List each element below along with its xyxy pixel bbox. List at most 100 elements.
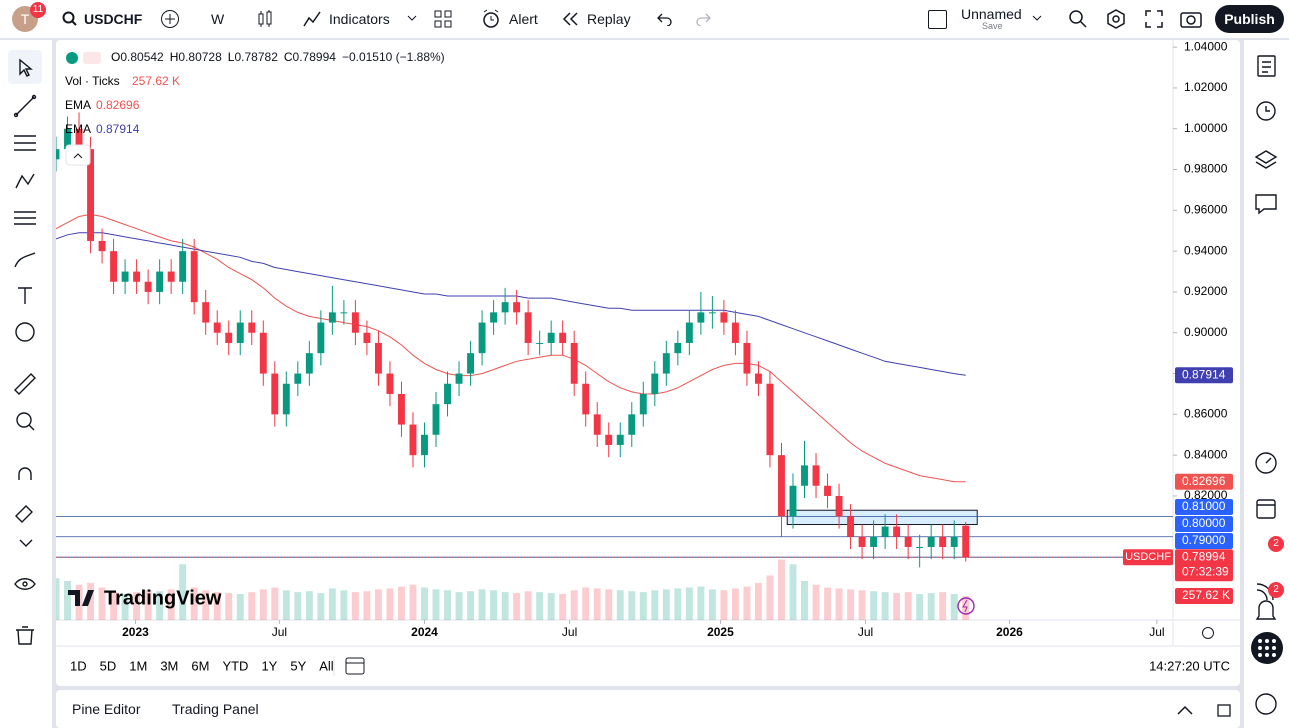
volume-bar — [271, 587, 279, 620]
pine-editor-tab[interactable]: Pine Editor — [72, 701, 141, 717]
candle-body — [685, 322, 693, 343]
replay-button[interactable]: Replay — [587, 11, 631, 27]
undo-icon[interactable] — [657, 12, 673, 26]
candle-body — [559, 332, 567, 343]
candle-body — [801, 465, 808, 486]
x-tick-label: Jul — [1149, 625, 1164, 639]
candle-body — [179, 251, 187, 282]
alert-button[interactable]: Alert — [509, 11, 538, 27]
collapse-button[interactable] — [65, 144, 91, 166]
chevron[interactable] — [1032, 15, 1042, 23]
fullscreen-icon[interactable] — [1144, 9, 1164, 29]
candle-body — [294, 373, 302, 384]
y-tick-label: 0.94000 — [1184, 243, 1228, 257]
x-tick-label: 2026 — [996, 625, 1023, 639]
volume-bar — [743, 586, 751, 620]
ohlc-legend: O 0.80542 H 0.80728 L 0.78782 C 0.78994 −0.01510… — [111, 50, 445, 64]
volume-bar — [893, 593, 901, 620]
last-price-badge — [1175, 549, 1233, 582]
price-badge — [1175, 473, 1233, 490]
quick-search-icon[interactable] — [1067, 8, 1089, 30]
timeframe-button[interactable]: 5Y — [290, 658, 306, 673]
candle-body — [340, 312, 348, 314]
add-symbol-icon[interactable] — [160, 9, 180, 29]
y-tick-label: 0.96000 — [1184, 203, 1228, 217]
candle-body — [697, 312, 705, 323]
candle-body — [444, 383, 451, 405]
tool-icons — [13, 58, 37, 645]
layout-name[interactable]: Unnamed — [961, 6, 1022, 22]
logo: TradingView — [68, 587, 222, 609]
candle-body — [225, 332, 233, 343]
timeframe-button[interactable]: 1M — [129, 658, 147, 673]
axis-settings-icon[interactable] — [1202, 627, 1214, 639]
volume-bar — [179, 564, 187, 620]
volume-bar — [156, 591, 164, 620]
volume-bar — [467, 591, 475, 620]
x-tick-label: 2023 — [122, 625, 149, 639]
candle-body — [432, 404, 440, 435]
candle-body — [743, 342, 751, 374]
clock: 14:27:20 UTC — [1149, 658, 1230, 673]
timeframe-button[interactable]: All — [319, 658, 334, 673]
volume-bar — [236, 594, 244, 620]
events-icon[interactable] — [957, 597, 975, 615]
logo-text: TradingView — [104, 587, 222, 609]
candle-body — [167, 271, 175, 282]
candle-body — [962, 525, 970, 558]
volume-bar — [421, 587, 428, 620]
interval[interactable]: W — [211, 11, 225, 27]
candle-body — [731, 322, 739, 343]
replay-icon[interactable] — [562, 12, 578, 26]
volume-bar — [340, 590, 348, 620]
snapshot-icon[interactable] — [1180, 9, 1202, 29]
layout-checkbox[interactable] — [928, 10, 947, 29]
candle-body — [56, 149, 60, 160]
ohlc-change: −0.01510 (−1.88%) — [342, 50, 445, 64]
volume-bar — [409, 584, 417, 620]
candle-body — [467, 353, 475, 374]
date-range-icon[interactable] — [345, 657, 365, 675]
redo-icon[interactable] — [695, 12, 711, 26]
volume-bar — [916, 594, 924, 620]
timeframe-button[interactable]: 1D — [70, 658, 87, 673]
alert-icon[interactable] — [481, 9, 501, 29]
candle-body — [547, 332, 555, 343]
candle-body — [950, 536, 958, 547]
line-badge — [1175, 499, 1233, 515]
timeframe-button[interactable]: 1Y — [261, 658, 277, 673]
candle-body — [835, 495, 843, 517]
volume-badge-label: 257.62 K — [1182, 588, 1230, 602]
chevron[interactable] — [407, 15, 417, 23]
chart-type-icon[interactable] — [256, 9, 274, 29]
settings-icon[interactable] — [1105, 8, 1127, 30]
badge: 2 — [1268, 582, 1284, 598]
badges-layer: 0.82696 0.87914 0.81000 0.80000 0.79000 USDCH… — [1123, 367, 1233, 604]
volume-bar — [524, 591, 532, 620]
publish-button[interactable]: Publish — [1215, 5, 1284, 33]
candle-layer — [56, 112, 970, 568]
candle-body — [248, 322, 256, 333]
candle-body — [870, 536, 878, 547]
indicators-icon[interactable] — [302, 9, 322, 29]
bottom-panel: Pine Editor Trading Panel — [56, 690, 1240, 728]
timeframe-button[interactable]: 6M — [191, 658, 209, 673]
symbol[interactable]: USDCHF — [84, 11, 143, 27]
timeframe-button[interactable]: YTD — [222, 658, 248, 673]
timeframe-button[interactable]: 3M — [160, 658, 178, 673]
volume-bar — [536, 592, 544, 620]
timeframe-button[interactable]: 5D — [100, 658, 117, 673]
panel-controls[interactable] — [1176, 702, 1236, 718]
volume-layer — [56, 559, 970, 620]
notification-badge: 11 — [30, 2, 46, 18]
candle-body — [904, 536, 912, 547]
volume-bar — [190, 587, 198, 620]
trading-panel-tab[interactable]: Trading Panel — [172, 701, 259, 717]
indicators-button[interactable]: Indicators — [329, 11, 390, 27]
save-label[interactable]: Save — [982, 21, 1003, 31]
logo-mark — [68, 590, 94, 606]
volume-bar — [962, 596, 970, 620]
templates-icon[interactable] — [434, 10, 452, 28]
x-tick-label: Jul — [562, 625, 577, 639]
cursor-tool[interactable] — [8, 50, 42, 84]
